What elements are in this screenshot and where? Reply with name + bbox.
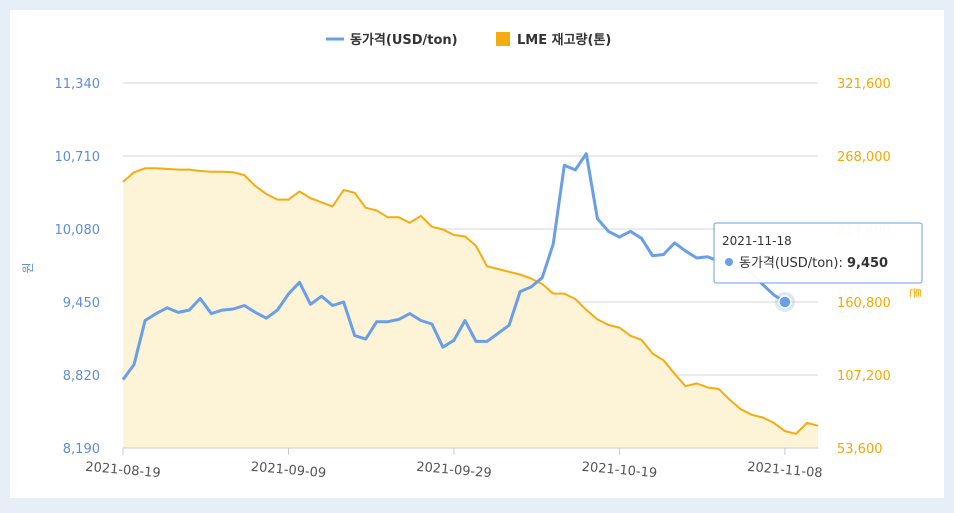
stock-line (122, 167, 819, 435)
tooltip-value: 9,450 (847, 256, 888, 271)
tooltip-date: 2021-11-18 (722, 234, 792, 248)
right-tick-label: 53,600 (837, 442, 883, 457)
legend-item-copper[interactable]: 동가격(USD/ton) (326, 33, 458, 48)
tooltip: 2021-11-18 동가격(USD/ton): 9,450 (713, 222, 923, 284)
legend-square-icon (496, 32, 510, 46)
right-tick-label: 160,800 (837, 296, 891, 311)
right-tick-label: 321,600 (837, 77, 891, 92)
x-axis-ticks: 2021-08-19 2021-09-09 2021-09-29 2021-10-19… (85, 448, 823, 481)
tooltip-box (713, 222, 923, 284)
tooltip-bullet-icon (725, 258, 733, 266)
left-tick-label: 10,080 (55, 223, 101, 238)
stock-points (122, 153, 819, 434)
legend-label-copper: 동가격(USD/ton) (350, 33, 458, 48)
x-tick-label: 2021-09-09 (250, 460, 327, 482)
tooltip-series-label: 동가격(USD/ton): (739, 256, 847, 271)
hover-dot[interactable] (778, 295, 792, 309)
x-tick-label: 2021-11-08 (747, 460, 824, 482)
left-axis-title: 원 (21, 262, 35, 273)
chart-panel: 8,190 8,820 9,450 10,080 10,710 11,340 53,600… (10, 10, 944, 498)
stock-area-fill (123, 168, 818, 449)
legend[interactable]: 동가격(USD/ton) LME 재고량(톤) (326, 32, 611, 48)
price-stock-chart: 8,190 8,820 9,450 10,080 10,710 11,340 53,600… (21, 32, 923, 481)
x-tick-label: 2021-08-19 (85, 460, 162, 482)
x-tick-label: 2021-10-19 (581, 460, 658, 482)
left-tick-label: 10,710 (55, 150, 101, 165)
x-tick-label: 2021-09-29 (416, 460, 493, 482)
right-tick-label: 268,000 (837, 150, 891, 165)
left-tick-label: 8,820 (63, 369, 100, 384)
hover-point-marker[interactable] (774, 292, 795, 312)
left-axis-ticks: 8,190 8,820 9,450 10,080 10,710 11,340 (55, 77, 101, 457)
left-tick-label: 11,340 (55, 77, 101, 92)
left-tick-label: 8,190 (63, 442, 100, 457)
legend-label-stock: LME 재고량(톤) (517, 33, 611, 48)
legend-item-stock[interactable]: LME 재고량(톤) (496, 32, 611, 48)
left-tick-label: 9,450 (63, 296, 100, 311)
right-tick-label: 107,200 (837, 369, 891, 384)
tooltip-text: 동가격(USD/ton): 9,450 (739, 256, 888, 271)
stock-area (123, 168, 818, 449)
right-axis-title: 톤 (908, 287, 922, 298)
